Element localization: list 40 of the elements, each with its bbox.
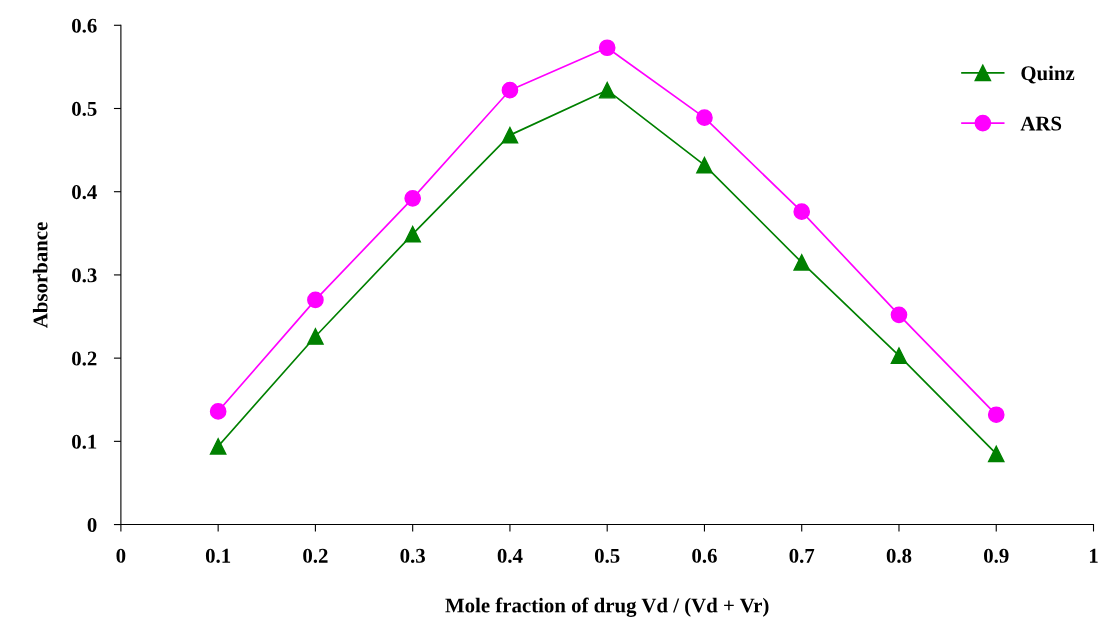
point	[890, 306, 908, 324]
x-tick-label: 1	[1089, 548, 1098, 563]
y-tick-label: 0.2	[72, 351, 97, 366]
point	[501, 126, 519, 144]
y-tick-label: 0.6	[72, 18, 97, 33]
x-tick-label: 0.5	[594, 548, 620, 563]
point	[404, 225, 422, 243]
point	[307, 328, 324, 345]
x-tick-label: 0.9	[984, 548, 1009, 563]
y-tick-label: 0.5	[72, 101, 97, 117]
legend-label: Quinz	[1021, 65, 1075, 84]
x-tick-label: 0.2	[303, 548, 328, 563]
x-tick-label: 0.3	[400, 548, 425, 563]
point	[307, 291, 324, 309]
point	[696, 156, 713, 174]
x-tick-label: 0.1	[205, 548, 231, 563]
point	[987, 445, 1005, 463]
point	[987, 406, 1005, 424]
x-tick-label: 0.6	[692, 548, 717, 563]
x-tick-label: 0.7	[789, 548, 815, 563]
point	[404, 190, 422, 207]
x-tick-label: 0.4	[497, 548, 523, 563]
y-tick-label: 0	[87, 517, 97, 532]
point	[890, 347, 908, 364]
y-tick-label: 0.3	[72, 268, 97, 283]
point	[793, 203, 811, 221]
point	[209, 438, 227, 455]
point	[598, 39, 616, 57]
x-tick-label: 0.8	[886, 548, 912, 563]
point	[793, 254, 811, 271]
legend-label: ARS	[1020, 116, 1062, 131]
x-tick-label: 0	[116, 548, 126, 563]
x-axis-title: Mole fraction of drug Vd / (Vd + Vr)	[445, 597, 769, 617]
y-axis-title: Absorbance	[32, 222, 48, 328]
y-tick-label: 0.4	[72, 185, 97, 200]
point	[209, 403, 227, 420]
point	[598, 81, 616, 99]
y-tick-label: 0.1	[72, 434, 97, 449]
point	[501, 81, 519, 99]
point	[696, 109, 713, 126]
